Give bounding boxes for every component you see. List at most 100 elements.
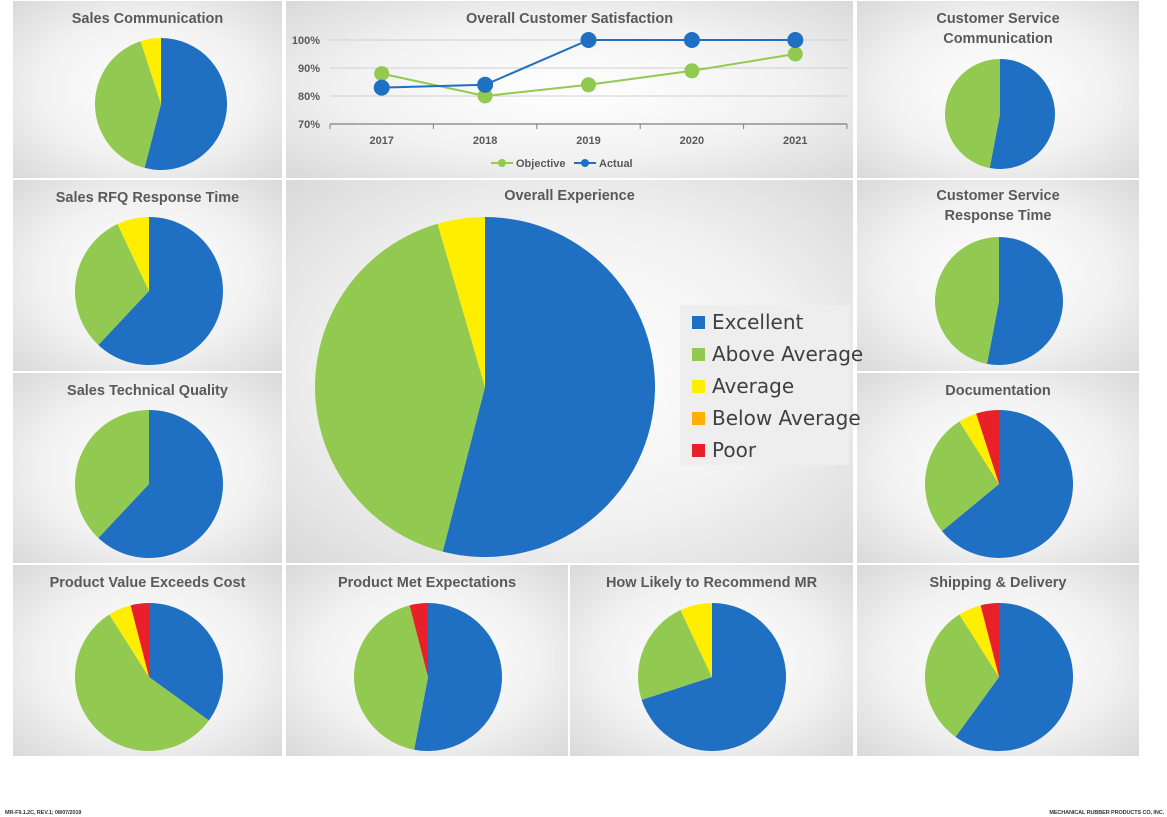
pie-slice-above-average (315, 223, 485, 552)
data-point-objective (581, 77, 596, 93)
pie-slice-above-average (945, 59, 1000, 169)
pie-slice-excellent (442, 217, 655, 557)
chart-title: Sales Communication (71, 11, 224, 27)
pie-slice-excellent (414, 603, 502, 751)
data-point-actual (787, 32, 804, 48)
pie-slice-above-average (925, 421, 999, 532)
panel-how-likely-to-recommend-mr: How Likely to Recommend MR (569, 564, 854, 757)
panel-sales-technical-quality: Sales Technical Quality (12, 372, 283, 564)
pie-slice-above-average (638, 610, 712, 700)
legend-label-objective: Objective (516, 158, 566, 170)
pie-legend: Excellent Above Average Average Below Av… (680, 305, 863, 466)
pie-slice-excellent (149, 603, 223, 721)
pie-slice-excellent (987, 237, 1063, 365)
legend-swatch (692, 315, 705, 329)
pie-slice-average (959, 605, 999, 677)
pie-slice-average (109, 605, 149, 677)
pie-slice-above-average (75, 410, 149, 538)
pie-chart (935, 237, 1063, 365)
pie-slice-poor (980, 603, 999, 677)
pie-chart (95, 38, 227, 170)
pie-slice-excellent (98, 410, 223, 558)
pie-chart (354, 603, 502, 751)
panel-sales-rfq-response-time: Sales RFQ Response Time (12, 179, 283, 372)
panel-documentation: Documentation (856, 372, 1140, 564)
legend-item: Excellent (692, 306, 803, 338)
y-tick-label: 70% (298, 119, 320, 131)
legend-swatch (692, 411, 705, 425)
chart-title: Documentation (945, 383, 1051, 399)
legend-label: Average (712, 374, 795, 398)
x-tick-label: 2018 (473, 135, 497, 147)
pie-slice-above-average (75, 614, 209, 751)
pie-chart (638, 603, 786, 751)
legend-item: Above Average (692, 338, 863, 370)
pie-slice-excellent (641, 603, 786, 751)
chart-title: Overall Experience (504, 188, 635, 204)
data-point-objective (787, 46, 803, 62)
panel-sales-communication: Sales Communication (12, 0, 283, 179)
pie-chart (925, 410, 1073, 558)
legend-marker-objective (498, 159, 506, 167)
pie-slice-average (140, 38, 161, 104)
pie-chart (945, 59, 1055, 169)
chart-title: Sales Technical Quality (67, 383, 228, 399)
chart-title: Product Met Expectations (337, 575, 517, 591)
pie-slice-above-average (75, 224, 149, 345)
panel-customer-service-response-time: Customer Service Response Time (856, 179, 1140, 372)
pie-chart (75, 603, 223, 751)
pie-slice-excellent (98, 217, 223, 365)
y-tick-label: 80% (298, 91, 320, 103)
pie-slice-poor (976, 410, 999, 484)
legend-label: Above Average (712, 342, 864, 366)
pie-slice-average (117, 217, 149, 291)
data-point-objective (477, 88, 493, 104)
pie-slice-excellent (955, 603, 1073, 751)
x-tick-label: 2021 (783, 135, 807, 147)
pie-slice-average (680, 603, 712, 677)
legend-swatch (692, 379, 705, 393)
pie-chart (75, 410, 223, 558)
panel-product-value-exceeds-cost: Product Value Exceeds Cost (12, 564, 283, 757)
footer-form-id: MR-F9.1.2C, REV.1; 08/07/2019 (5, 810, 82, 816)
chart-title: Product Value Exceeds Cost (49, 575, 246, 591)
data-point-actual (580, 32, 597, 48)
footer-company: MECHANICAL RUBBER PRODUCTS CO, INC. (1049, 810, 1164, 816)
pie-chart (315, 217, 655, 557)
pie-chart (925, 603, 1073, 751)
chart-title: Overall Customer Satisfaction (465, 11, 674, 27)
legend-marker-actual (581, 159, 589, 167)
legend-swatch (692, 443, 705, 457)
y-tick-label: 100% (292, 35, 320, 47)
pie-slice-above-average (935, 237, 999, 364)
x-tick-label: 2019 (576, 135, 600, 147)
line-chart: 70% 80% 90% 100% 2017 2018 2019 2020 2021 Objecti… (292, 32, 848, 170)
legend-item: Average (692, 370, 794, 402)
pie-chart (75, 217, 223, 365)
data-point-objective (374, 66, 390, 82)
data-point-objective (684, 63, 700, 79)
legend-item: Poor (692, 434, 756, 466)
panel-overall-customer-satisfaction: Overall Customer Satisfaction 70% 80% 90% 1… (285, 0, 854, 179)
pie-slice-average (437, 217, 485, 387)
pie-slice-above-average (354, 605, 428, 750)
pie-slice-above-average (925, 614, 999, 737)
pie-slice-excellent (144, 38, 227, 170)
y-tick-label: 90% (298, 63, 320, 75)
pie-slice-excellent (989, 59, 1055, 169)
pie-slice-average (959, 413, 999, 484)
chart-title: Sales RFQ Response Time (55, 190, 240, 206)
panel-customer-service-communication: Customer Service Communication (856, 0, 1140, 179)
x-tick-label: 2017 (369, 135, 393, 147)
data-point-actual (683, 32, 700, 48)
legend-label: Poor (712, 438, 757, 462)
legend-label-actual: Actual (599, 158, 633, 170)
panel-shipping-delivery: Shipping & Delivery (856, 564, 1140, 757)
chart-title: Customer Service Communication (936, 11, 1060, 47)
panel-product-met-expectations: Product Met Expectations (285, 564, 569, 757)
pie-slice-excellent (941, 410, 1073, 558)
legend-item: Below Average (692, 402, 861, 434)
legend-label: Excellent (712, 310, 804, 334)
pie-slice-poor (130, 603, 149, 677)
pie-slice-above-average (95, 41, 161, 168)
